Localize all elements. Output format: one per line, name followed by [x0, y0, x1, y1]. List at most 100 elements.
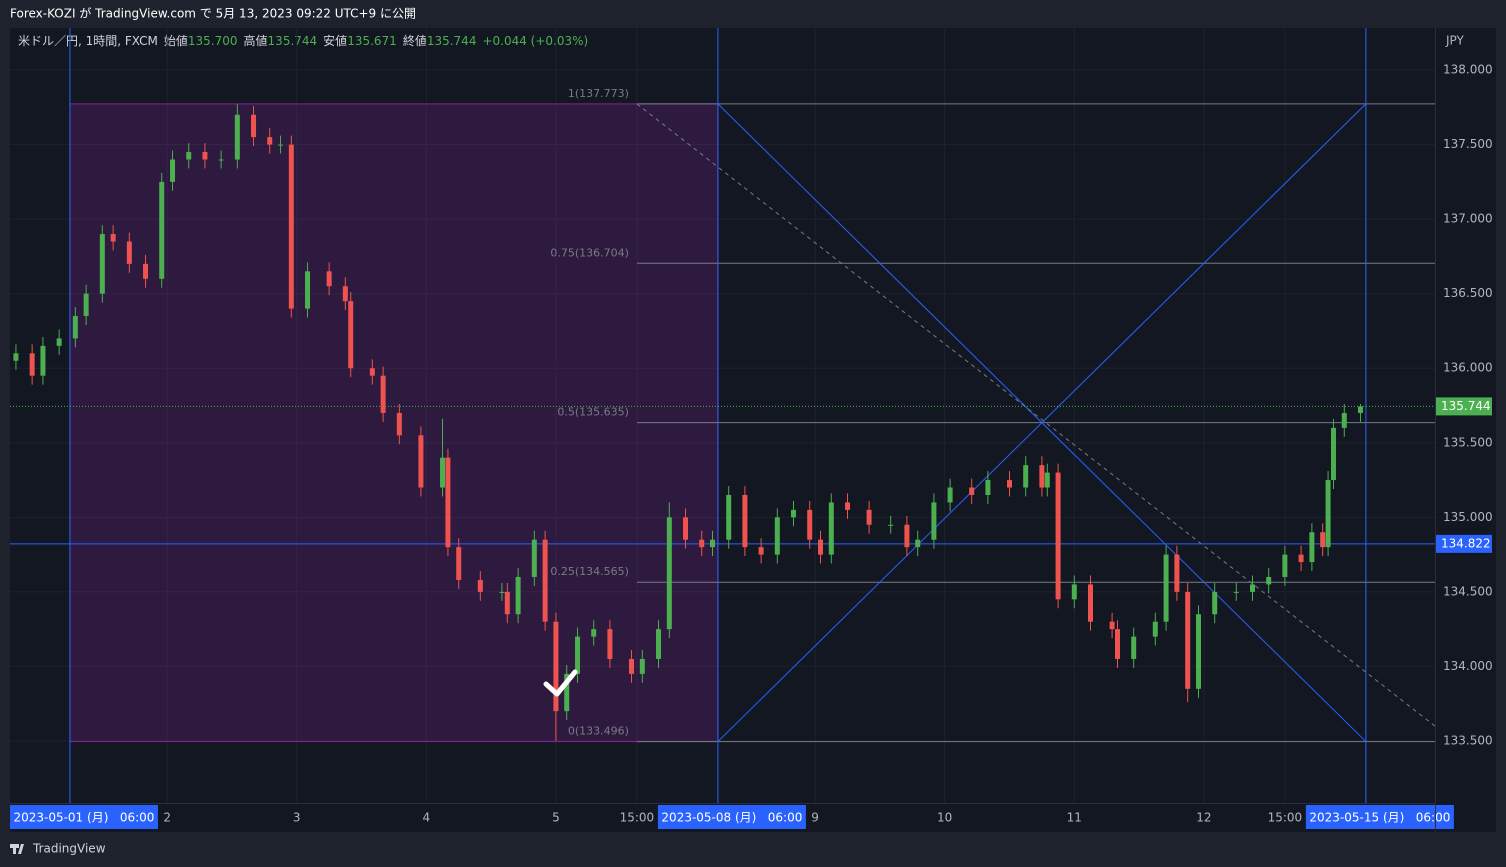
y-tick-label: 136.500 [1443, 286, 1493, 300]
candle-body [639, 658, 645, 674]
candle-body [607, 629, 613, 659]
candle-body [888, 524, 894, 526]
candle-body [369, 368, 375, 376]
candle-body [1044, 472, 1050, 488]
check-icon [543, 669, 578, 697]
x-tick-label: 2023-05-15 (月) 06:00 [1309, 811, 1450, 825]
candle-body [742, 494, 748, 548]
candle-body [564, 673, 570, 712]
candle-body [170, 159, 176, 182]
candle-body [1039, 465, 1045, 488]
legend-item: 高値 [244, 33, 268, 48]
candle-body [72, 316, 78, 339]
currency: JPY [1445, 34, 1465, 48]
candle-body [1357, 406, 1363, 413]
candle-body [40, 345, 46, 376]
candle-body [758, 547, 764, 555]
candle-body [278, 144, 284, 146]
candle-body [845, 502, 851, 510]
candle-body [143, 263, 149, 279]
candle-body [710, 539, 716, 548]
candle-body [947, 487, 953, 503]
candle-body [1163, 554, 1169, 622]
y-tick-label: 138.000 [1443, 63, 1493, 77]
candle-body [1023, 465, 1029, 488]
candle-body [1006, 480, 1012, 488]
candle-body [1071, 584, 1077, 600]
candle-body [515, 576, 521, 615]
candle-body [380, 375, 386, 413]
price-tag-label: 135.744 [1441, 399, 1491, 413]
fib-label: 1(137.773) [568, 87, 629, 100]
candle-body [1174, 554, 1180, 592]
fib-label: 0(133.496) [568, 725, 629, 738]
candle-body [807, 509, 813, 540]
candle-body [440, 457, 446, 488]
candle-body [915, 539, 921, 548]
candle-body [348, 301, 354, 369]
x-tick-label: 15:00 [1268, 811, 1303, 825]
x-tick-label: 9 [811, 811, 819, 825]
candle-body [1131, 636, 1137, 659]
legend-item: 135.671 [347, 34, 397, 48]
x-tick-highlight [657, 805, 806, 829]
y-tick-label: 137.000 [1443, 212, 1493, 226]
candle-body [305, 271, 311, 309]
candle-body [1249, 584, 1255, 592]
candle-body [1325, 480, 1331, 548]
gann-line [717, 103, 1367, 742]
legend-item: 135.700 [188, 34, 238, 48]
candle-body [985, 480, 991, 495]
y-tick-label: 136.000 [1443, 361, 1493, 375]
candle-body [418, 435, 424, 488]
candle-body [1109, 621, 1115, 630]
x-tick-label: 5 [552, 811, 560, 825]
x-tick-label: 2023-05-01 (月) 06:00 [13, 811, 154, 825]
y-tick-label: 134.500 [1443, 584, 1493, 598]
header-title: Forex-KOZI が TradingView.com で 5月 13, 20… [10, 6, 416, 21]
candle-body [1309, 532, 1315, 563]
candle-body [218, 159, 224, 161]
candle-body [1298, 554, 1304, 563]
candle-body [726, 494, 732, 540]
candle-body [499, 591, 505, 593]
axes: 133.500 134.000 134.500 135.000 135.500 136.0… [10, 63, 1493, 829]
legend: 米ドル／円, 1時間, FXCM 始値135.700 高値135.744 安値135.… [18, 33, 588, 48]
x-tick-label: 12 [1196, 811, 1211, 825]
candle-body [699, 539, 705, 548]
candle-body [504, 591, 510, 615]
legend-item: 終値 [403, 33, 427, 48]
candle-body [29, 353, 35, 376]
price-tag [1436, 397, 1492, 416]
candle-body [1320, 532, 1326, 548]
candle-body [531, 539, 537, 577]
x-tick-highlight [10, 805, 158, 829]
candle-body [1330, 427, 1336, 481]
candle-body [342, 286, 348, 302]
range-box [69, 103, 719, 743]
y-tick-label: 137.500 [1443, 137, 1493, 151]
y-tick-label: 133.500 [1443, 733, 1493, 747]
candle-body [159, 181, 165, 279]
candle-body [1341, 412, 1347, 428]
candle-body [1212, 591, 1218, 615]
candle-body [445, 457, 451, 548]
candle-body [1266, 576, 1272, 585]
candle-body [1087, 584, 1093, 622]
x-tick-highlight [1305, 805, 1454, 829]
trend-line [636, 103, 1436, 727]
candle-body [1233, 591, 1239, 593]
candle-body [774, 517, 780, 555]
candle-body [99, 234, 105, 294]
candle-body [553, 621, 559, 712]
candle-body [1282, 554, 1288, 577]
price-tag [1436, 534, 1492, 553]
candle-body [186, 152, 192, 160]
candle-body [575, 636, 581, 674]
x-tick-label: 3 [293, 811, 301, 825]
candle-body [288, 144, 294, 309]
candle-body [1114, 629, 1120, 659]
candle-body [83, 293, 89, 317]
candle-body [326, 271, 332, 287]
